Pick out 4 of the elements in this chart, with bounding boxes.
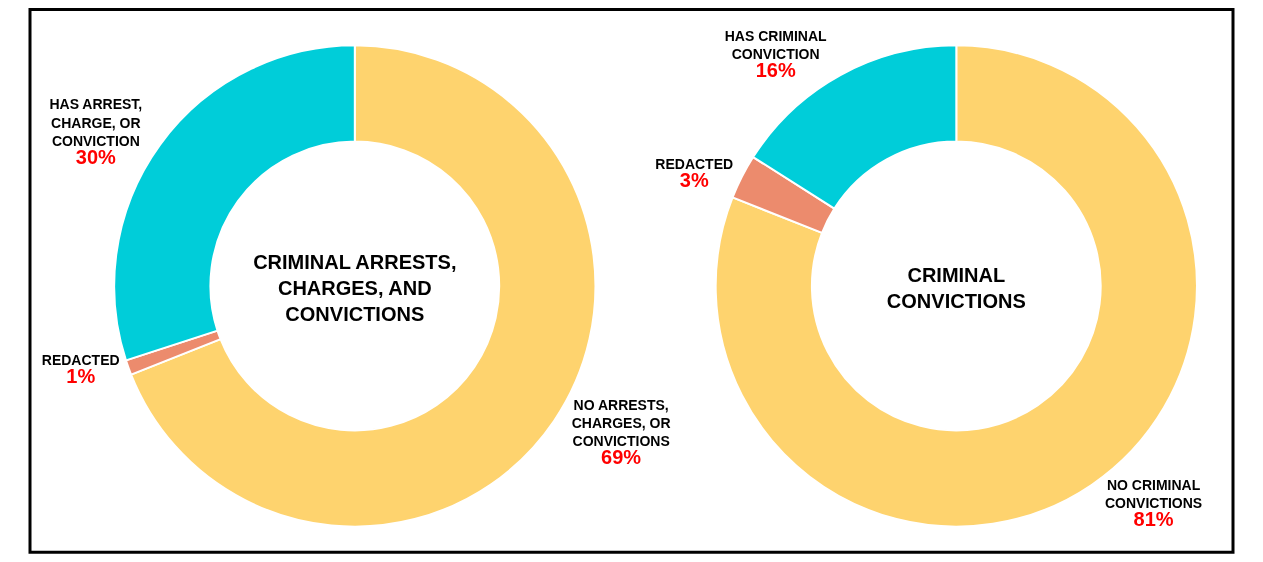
text: CRIMINAL ARRESTS, CHARGES, AND CONVICTIONS xyxy=(253,251,457,325)
text: CRIMINAL CONVICTIONS xyxy=(886,264,1026,312)
slice-label: REDACTED xyxy=(41,351,120,368)
data-label: 1% xyxy=(66,365,96,388)
